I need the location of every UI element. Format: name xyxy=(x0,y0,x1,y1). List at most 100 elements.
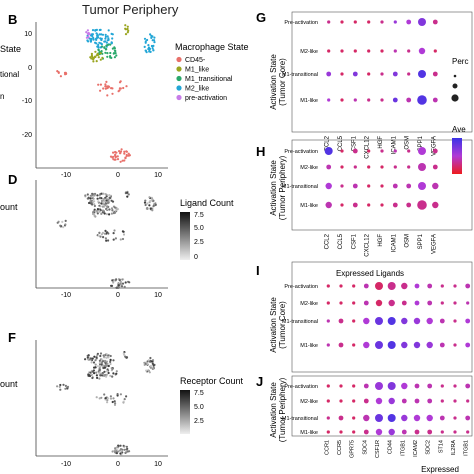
umap-cell-point xyxy=(113,46,116,49)
dotplot-col-label: ITGB1 xyxy=(400,440,406,456)
dotplot-dot xyxy=(367,72,371,76)
umap-cell-point xyxy=(91,370,94,373)
umap-cell-point xyxy=(102,236,105,239)
umap-cell-point xyxy=(95,28,98,31)
umap-cell-point xyxy=(124,28,127,31)
umap-cell-point xyxy=(115,151,118,154)
umap-cell-point xyxy=(95,356,98,359)
umap-cell-point xyxy=(143,45,146,49)
umap-f-points xyxy=(56,351,156,456)
dotplot-dot xyxy=(427,300,433,306)
umap-b-ytick-10: 10 xyxy=(24,31,32,38)
umap-cell-point xyxy=(99,37,102,40)
umap-cell-point xyxy=(88,201,91,205)
dot-legend-size-medium xyxy=(452,83,458,89)
dotplot-dot xyxy=(327,49,331,53)
umap-cell-point xyxy=(110,56,113,60)
dotplot-dot xyxy=(340,98,344,102)
umap-cell-point xyxy=(117,284,120,287)
receptor-bar-tick-75: 7.5 xyxy=(194,390,204,397)
umap-cell-point xyxy=(112,158,115,161)
dotplot-col-label: CD44 xyxy=(388,440,394,454)
umap-cell-point xyxy=(98,370,101,373)
umap-cell-point xyxy=(151,197,154,200)
umap-cell-point xyxy=(111,450,114,453)
dotplot-dot xyxy=(363,429,369,435)
umap-cell-point xyxy=(119,452,122,455)
umap-cell-point xyxy=(124,281,127,284)
dotplot-dot xyxy=(380,149,384,153)
ligand-colorbar: Ligand Count 7.5 5.0 2.5 0 xyxy=(180,198,234,261)
dotplot-frame xyxy=(291,261,473,373)
umap-cell-point xyxy=(148,371,151,374)
umap-cell-point xyxy=(121,278,124,281)
umap-cell-point xyxy=(107,397,110,400)
umap-cell-point xyxy=(93,214,96,218)
dotplot-col-label: SDC4 xyxy=(362,440,368,455)
umap-cell-point xyxy=(126,195,129,198)
umap-cell-point xyxy=(89,197,92,200)
h-ylabel-line1: Activation State xyxy=(269,160,278,216)
umap-cell-point xyxy=(101,199,104,202)
dotplot-row-label: Pre-activation xyxy=(284,284,318,290)
umap-cell-point xyxy=(104,37,107,40)
dot-legend-size-large xyxy=(451,94,459,102)
umap-cell-point xyxy=(119,448,123,451)
umap-cell-point xyxy=(128,154,131,157)
umap-cell-point xyxy=(93,355,96,358)
cut-label-state: State xyxy=(0,44,21,54)
umap-cell-point xyxy=(116,286,119,289)
umap-cell-point xyxy=(121,159,124,162)
umap-cell-point xyxy=(90,361,93,364)
umap-cell-point xyxy=(143,201,147,204)
umap-cell-point xyxy=(125,150,128,153)
dotplot-col-label: CCR5 xyxy=(337,440,343,455)
dotplot-dot xyxy=(453,399,457,403)
dotplot-dot xyxy=(439,318,445,324)
dotplot-dot xyxy=(387,414,396,422)
umap-cell-point xyxy=(58,385,61,388)
umap-cell-point xyxy=(99,374,102,377)
panel-letter-h: H xyxy=(256,144,265,159)
dotplot-dot xyxy=(439,415,445,421)
dotplot-dot xyxy=(353,20,357,24)
ligand-bar-tick-0: 0 xyxy=(194,254,198,261)
dotplot-col-label: VEGFA xyxy=(431,136,437,156)
umap-cell-point xyxy=(107,198,110,201)
dotplot-dot xyxy=(417,95,427,105)
umap-cell-point xyxy=(121,282,125,285)
dotplot-dot xyxy=(392,71,398,77)
dotplot-row-label: Pre-activation xyxy=(284,20,318,26)
umap-cell-point xyxy=(125,85,128,88)
umap-cell-point xyxy=(98,194,101,197)
dotplot-dot xyxy=(440,301,444,305)
dotplot-dot xyxy=(406,202,412,208)
umap-cell-point xyxy=(109,51,112,55)
umap-cell-point xyxy=(111,200,115,203)
umap-cell-point xyxy=(100,372,103,375)
umap-cell-point xyxy=(89,200,92,203)
dotplot-dot xyxy=(375,414,383,422)
umap-cell-point xyxy=(123,152,126,155)
dotplot-dot xyxy=(465,283,471,289)
dotplot-col-label: CCL2 xyxy=(325,135,331,151)
umap-cell-point xyxy=(98,28,101,32)
dotplot-frame xyxy=(291,11,473,133)
umap-cell-point xyxy=(105,197,108,200)
dotplot-dot xyxy=(393,20,397,24)
umap-cell-point xyxy=(123,159,126,162)
umap-cell-point xyxy=(104,203,107,206)
umap-cell-point xyxy=(98,210,101,213)
dotplot-dot xyxy=(375,428,383,436)
dotplot-dot xyxy=(418,18,426,26)
umap-cell-point xyxy=(97,56,100,59)
umap-cell-point xyxy=(93,200,96,203)
umap-cell-point xyxy=(103,393,106,396)
umap-b-ytick-m10: -10 xyxy=(22,98,32,105)
umap-cell-point xyxy=(149,360,152,363)
umap-cell-point xyxy=(57,71,60,74)
umap-b-points xyxy=(56,24,156,163)
legend-swatch xyxy=(176,94,182,101)
umap-cell-point xyxy=(94,29,97,32)
dotplot-dot xyxy=(340,49,344,53)
